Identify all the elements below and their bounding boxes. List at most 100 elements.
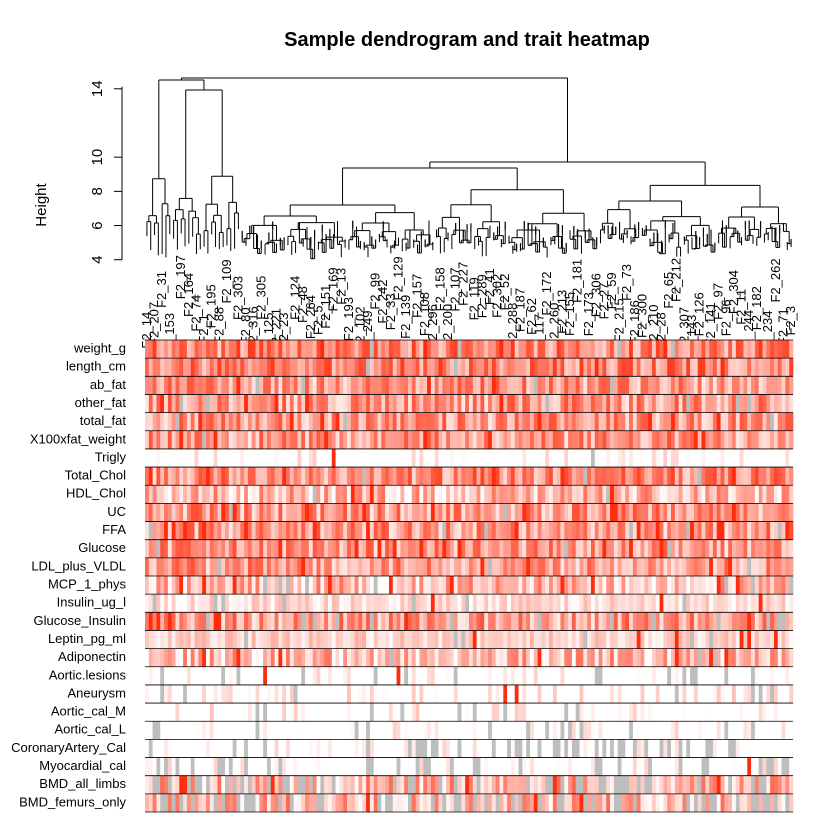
- heatmap-cell: [625, 485, 630, 504]
- heatmap-cell: [571, 576, 577, 595]
- heatmap-cell: [529, 448, 535, 468]
- heatmap-cell: [449, 467, 455, 486]
- heatmap-cell: [190, 703, 195, 722]
- heatmap-cell: [671, 576, 676, 595]
- heatmap-cell: [347, 521, 352, 540]
- heatmap-cell: [564, 739, 569, 758]
- heatmap-cell: [179, 394, 184, 413]
- heatmap-cell: [564, 430, 569, 449]
- heatmap-cell: [396, 521, 401, 540]
- heatmap-cell: [301, 666, 306, 685]
- heatmap-cell: [583, 467, 588, 486]
- heatmap-cell: [545, 412, 550, 431]
- heatmap-cell: [526, 666, 531, 685]
- heatmap-row-glucose: [145, 539, 794, 558]
- heatmap-cell: [682, 757, 687, 776]
- heatmap-cell: [164, 358, 169, 377]
- heatmap-cell: [770, 485, 775, 504]
- heatmap-cell: [327, 539, 333, 558]
- heatmap-cell: [682, 721, 687, 740]
- heatmap-cell: [186, 340, 192, 359]
- heatmap-cell: [160, 521, 165, 540]
- heatmap-cell: [171, 394, 176, 413]
- heatmap-cell: [537, 703, 542, 722]
- heatmap-cell: [693, 612, 699, 631]
- heatmap-cell: [274, 485, 279, 504]
- heatmap-cell: [655, 630, 660, 649]
- heatmap-cell: [148, 557, 154, 576]
- heatmap-cell: [335, 557, 340, 576]
- heatmap-cell: [255, 521, 260, 540]
- heatmap-cell: [732, 648, 737, 667]
- heatmap-cell: [164, 612, 169, 631]
- heatmap-cell: [537, 648, 542, 667]
- heatmap-cell: [244, 576, 249, 595]
- heatmap-cell: [621, 594, 626, 613]
- heatmap-cell: [625, 467, 630, 486]
- heatmap-cell: [552, 612, 558, 631]
- heatmap-cell: [617, 594, 622, 613]
- heatmap-cell: [514, 394, 519, 413]
- heatmap-cell: [549, 594, 554, 613]
- leaf-label: F2_155: [562, 292, 577, 336]
- heatmap-cell: [636, 376, 641, 395]
- heatmap-cell: [678, 666, 683, 685]
- heatmap-cell: [491, 684, 497, 704]
- heatmap-cell: [175, 448, 180, 468]
- heatmap-cell: [213, 703, 218, 722]
- heatmap-cell: [369, 684, 375, 704]
- heatmap-cell: [308, 521, 314, 540]
- heatmap-cell: [712, 467, 718, 486]
- heatmap-cell: [789, 430, 794, 449]
- heatmap-cell: [419, 412, 424, 431]
- heatmap-cell: [240, 594, 245, 613]
- heatmap-cell: [171, 612, 176, 631]
- heatmap-cell: [690, 684, 695, 704]
- heatmap-cell: [148, 594, 154, 613]
- heatmap-cell: [587, 648, 592, 667]
- heatmap-cell: [678, 521, 683, 540]
- heatmap-cell: [251, 757, 256, 776]
- heatmap-cell: [579, 539, 584, 558]
- heatmap-cell: [350, 376, 356, 395]
- heatmap-cell: [705, 539, 710, 558]
- heatmap-cell: [148, 539, 154, 558]
- heatmap-cell: [145, 721, 150, 740]
- heatmap-cell: [651, 648, 657, 667]
- heatmap-cell: [278, 503, 283, 522]
- heatmap-cell: [282, 340, 287, 359]
- heatmap-cell: [423, 721, 428, 740]
- heatmap-cell: [343, 648, 348, 667]
- heatmap-cell: [640, 721, 645, 740]
- heatmap-cell: [476, 684, 481, 704]
- heatmap-cell: [690, 448, 695, 468]
- heatmap-cell: [316, 412, 321, 431]
- heatmap-row-leptin-pg-ml: [145, 630, 794, 649]
- heatmap-cell: [526, 721, 531, 740]
- heatmap-cell: [564, 703, 569, 722]
- heatmap-cell: [484, 594, 489, 613]
- heatmap-cell: [194, 358, 199, 377]
- leaf-label: F2_296: [425, 304, 440, 348]
- heatmap-cell: [282, 430, 287, 449]
- heatmap-cell: [408, 648, 413, 667]
- heatmap-cell: [655, 648, 660, 667]
- heatmap-cell: [556, 521, 561, 540]
- heatmap-cell: [503, 666, 508, 685]
- heatmap-cell: [354, 557, 359, 576]
- heatmap-cell: [674, 521, 680, 540]
- heatmap-cell: [743, 467, 748, 486]
- heatmap-cell: [244, 376, 249, 395]
- heatmap-cell: [568, 485, 573, 504]
- heatmap-cell: [289, 467, 295, 486]
- heatmap-cell: [343, 521, 348, 540]
- heatmap-cell: [575, 376, 580, 395]
- heatmap-cell: [564, 485, 569, 504]
- heatmap-cell: [373, 394, 378, 413]
- heatmap-cell: [373, 358, 378, 377]
- heatmap-cell: [469, 594, 474, 613]
- heatmap-cell: [537, 430, 542, 449]
- heatmap-cell: [457, 521, 462, 540]
- heatmap-cell: [682, 648, 687, 667]
- heatmap-cell: [350, 467, 356, 486]
